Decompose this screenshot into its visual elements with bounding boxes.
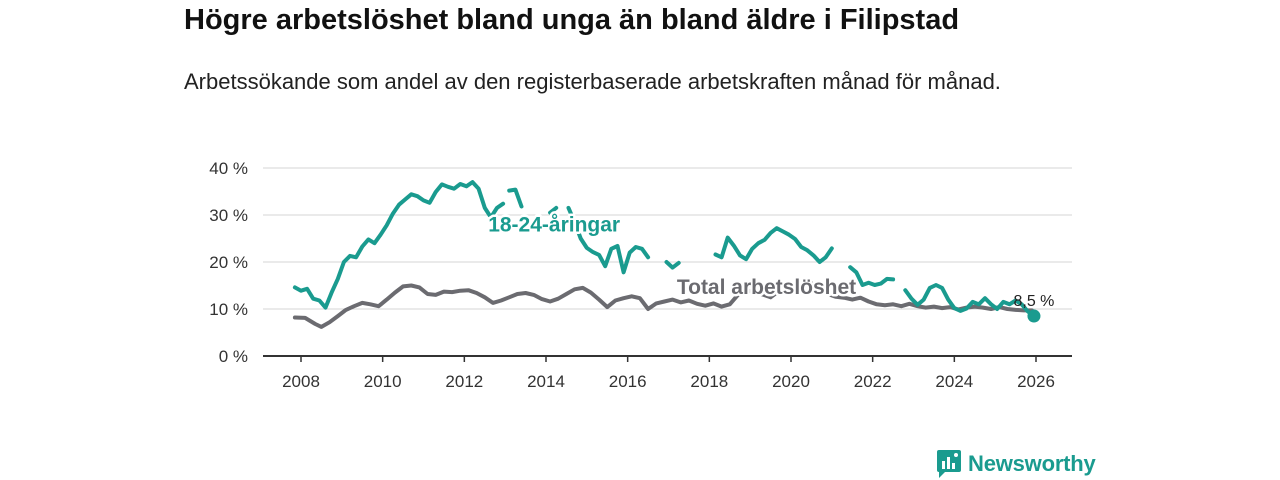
series-layer (292, 180, 1036, 329)
x-tick-label: 2012 (445, 372, 483, 391)
newsworthy-logo: Newsworthy (936, 448, 1096, 480)
series-line-18-24-ringar (507, 187, 524, 209)
line-chart: 0 % 10 % 20 % 30 % 40 % 2008 2010 2012 2014 2016… (209, 159, 1072, 391)
series-label-total-arbetsl-shet: Total arbetslöshet (677, 276, 856, 299)
y-tick-label: 40 % (209, 159, 248, 178)
y-tick-label: 20 % (209, 253, 248, 272)
series-line-18-24-ringar (566, 205, 651, 275)
series-line-18-24-ringar (664, 260, 681, 270)
chart-subtitle: Arbetssökande som andel av den registerb… (184, 69, 1001, 94)
y-tick-label: 10 % (209, 300, 248, 319)
last-value-label: 8,5 % (1013, 293, 1054, 310)
y-tick-label: 30 % (209, 206, 248, 225)
x-tick-label: 2020 (772, 372, 810, 391)
x-tick-label: 2016 (609, 372, 647, 391)
x-axis-ticks: 2008 2010 2012 2014 2016 2018 2020 2022 2024 2026 (282, 356, 1055, 391)
x-tick-label: 2008 (282, 372, 320, 391)
y-tick-label: 0 % (219, 347, 248, 366)
series-line-total-arbetsl-shet (292, 278, 1034, 329)
newsworthy-logo-text: Newsworthy (968, 451, 1096, 476)
x-tick-label: 2022 (854, 372, 892, 391)
series-label-18-24-ringar: 18-24-åringar (488, 213, 620, 236)
x-tick-label: 2024 (935, 372, 973, 391)
series-line-18-24-ringar (848, 265, 896, 287)
x-tick-label: 2018 (690, 372, 728, 391)
newsworthy-logo-icon (937, 450, 961, 478)
series-line-18-24-ringar (548, 205, 559, 215)
series-line-18-24-ringar (903, 283, 1036, 319)
x-tick-label: 2026 (1017, 372, 1055, 391)
label-layer: 8,5 % 18-24-åringar Total arbetslöshet (486, 211, 1054, 323)
y-axis-ticks: 0 % 10 % 20 % 30 % 40 % (209, 159, 248, 366)
x-tick-label: 2014 (527, 372, 565, 391)
chart-title: Högre arbetslöshet bland unga än bland ä… (184, 4, 960, 36)
x-tick-label: 2010 (364, 372, 402, 391)
series-line-18-24-ringar (292, 180, 506, 310)
series-line-18-24-ringar (713, 226, 834, 264)
last-value-marker (1027, 309, 1041, 323)
